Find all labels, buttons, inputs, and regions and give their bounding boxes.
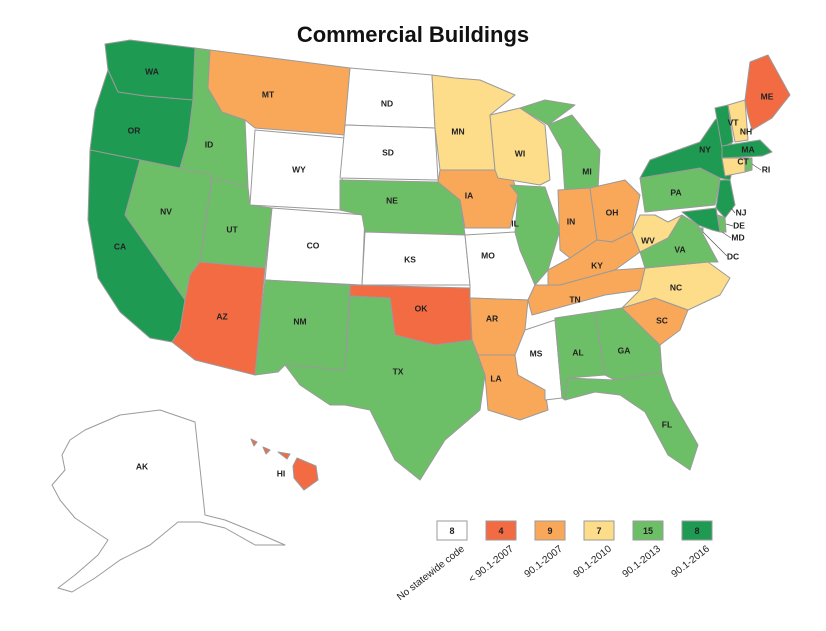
state-label-fl: FL xyxy=(662,419,672,429)
leader-line-de xyxy=(725,223,734,227)
state-label-mt: MT xyxy=(262,89,275,99)
state-label-ks: KS xyxy=(404,254,416,264)
state-label-nj: NJ xyxy=(736,207,747,217)
leader-line-md xyxy=(721,231,732,239)
state-ak xyxy=(51,409,286,593)
legend-swatch-v2016 xyxy=(681,520,713,541)
state-nm xyxy=(254,279,351,376)
state-label-wy: WY xyxy=(292,164,306,174)
state-label-wa: WA xyxy=(145,66,159,76)
legend-count: 9 xyxy=(547,526,552,536)
state-label-mn: MN xyxy=(451,126,464,136)
state-fl xyxy=(564,371,699,471)
legend-count: 15 xyxy=(643,526,653,536)
state-label-al: AL xyxy=(572,347,583,357)
state-label-oh: OH xyxy=(606,207,619,217)
state-label-mi: MI xyxy=(582,166,591,176)
state-label-ms: MS xyxy=(530,348,543,358)
state-label-ri: RI xyxy=(762,164,771,174)
state-label-nd: ND xyxy=(381,98,393,108)
state-az xyxy=(171,261,266,376)
state-label-ok: OK xyxy=(415,303,429,313)
state-label-md: MD xyxy=(731,232,744,242)
legend-swatch-lt2007 xyxy=(485,520,517,541)
states-layer xyxy=(51,39,791,593)
state-wv xyxy=(631,214,683,253)
legend-count: 7 xyxy=(596,526,601,536)
state-label-la: LA xyxy=(490,373,501,383)
state-label-ak: AK xyxy=(136,461,149,471)
state-labels-layer: WA OR CA ID NV UT AZ MT WY CO NM ND SD NE KS OK TX MN IA MO… xyxy=(114,66,774,478)
state-tx xyxy=(284,295,486,481)
legend: 8 No statewide code 4 < 90.1-2007 9 90.1-2007… xyxy=(395,520,713,603)
legend-label: 90.1-2016 xyxy=(670,543,713,580)
state-label-sc: SC xyxy=(656,315,668,325)
state-label-vt: VT xyxy=(728,117,740,127)
state-label-me: ME xyxy=(761,91,774,101)
state-nj xyxy=(715,179,736,219)
state-label-mo: MO xyxy=(481,250,495,260)
state-label-hi: HI xyxy=(277,468,286,478)
legend-swatch-v2007 xyxy=(534,520,566,541)
state-label-de: DE xyxy=(733,220,745,230)
legend-count: 8 xyxy=(694,526,699,536)
state-label-ne: NE xyxy=(386,195,398,205)
state-dc xyxy=(698,227,704,233)
state-me xyxy=(744,54,791,131)
state-ma xyxy=(721,139,773,159)
state-ks xyxy=(361,231,471,286)
state-label-ga: GA xyxy=(618,345,631,355)
legend-count: 4 xyxy=(498,526,503,536)
state-label-ca: CA xyxy=(114,241,126,251)
state-label-nh: NH xyxy=(740,126,752,136)
state-label-va: VA xyxy=(674,244,685,254)
legend-label: 90.1-2007 xyxy=(523,543,566,580)
state-label-wv: WV xyxy=(641,235,655,245)
state-label-sd: SD xyxy=(382,147,394,157)
state-vt xyxy=(714,104,734,149)
state-label-nc: NC xyxy=(670,282,682,292)
state-label-tx: TX xyxy=(393,366,404,376)
state-label-co: CO xyxy=(307,240,320,250)
state-label-pa: PA xyxy=(670,187,681,197)
legend-count: 8 xyxy=(449,526,454,536)
state-label-tn: TN xyxy=(569,294,580,304)
legend-label: 90.1-2010 xyxy=(572,543,615,580)
state-label-ar: AR xyxy=(486,313,498,323)
state-label-ky: KY xyxy=(591,260,603,270)
state-md xyxy=(681,207,721,233)
state-label-id: ID xyxy=(205,139,214,149)
map-title: Commercial Buildings xyxy=(296,22,530,47)
state-label-ny: NY xyxy=(699,144,711,154)
state-label-ia: IA xyxy=(465,190,474,200)
legend-label: < 90.1-2007 xyxy=(467,543,516,585)
state-hi xyxy=(250,438,319,491)
legend-label: No statewide code xyxy=(395,543,467,603)
state-label-ut: UT xyxy=(226,224,238,234)
state-label-in: IN xyxy=(567,216,576,226)
legend-swatch-none xyxy=(436,520,468,541)
state-label-wi: WI xyxy=(515,148,525,158)
state-label-az: AZ xyxy=(216,311,227,321)
state-ri xyxy=(744,157,753,173)
state-label-nm: NM xyxy=(293,316,306,326)
state-label-ct: CT xyxy=(737,156,749,166)
state-nh xyxy=(727,99,749,143)
state-label-dc: DC xyxy=(727,251,739,261)
leader-line-ri xyxy=(751,163,762,171)
leader-line-dc xyxy=(702,231,728,257)
legend-swatch-v2010 xyxy=(583,520,615,541)
legend-label: 90.1-2013 xyxy=(621,543,664,580)
state-label-il: IL xyxy=(511,218,519,228)
state-label-or: OR xyxy=(128,125,141,135)
state-label-nv: NV xyxy=(160,206,172,216)
state-label-ma: MA xyxy=(741,144,754,154)
leader-line-nj xyxy=(730,207,736,214)
legend-swatch-v2013 xyxy=(632,520,664,541)
